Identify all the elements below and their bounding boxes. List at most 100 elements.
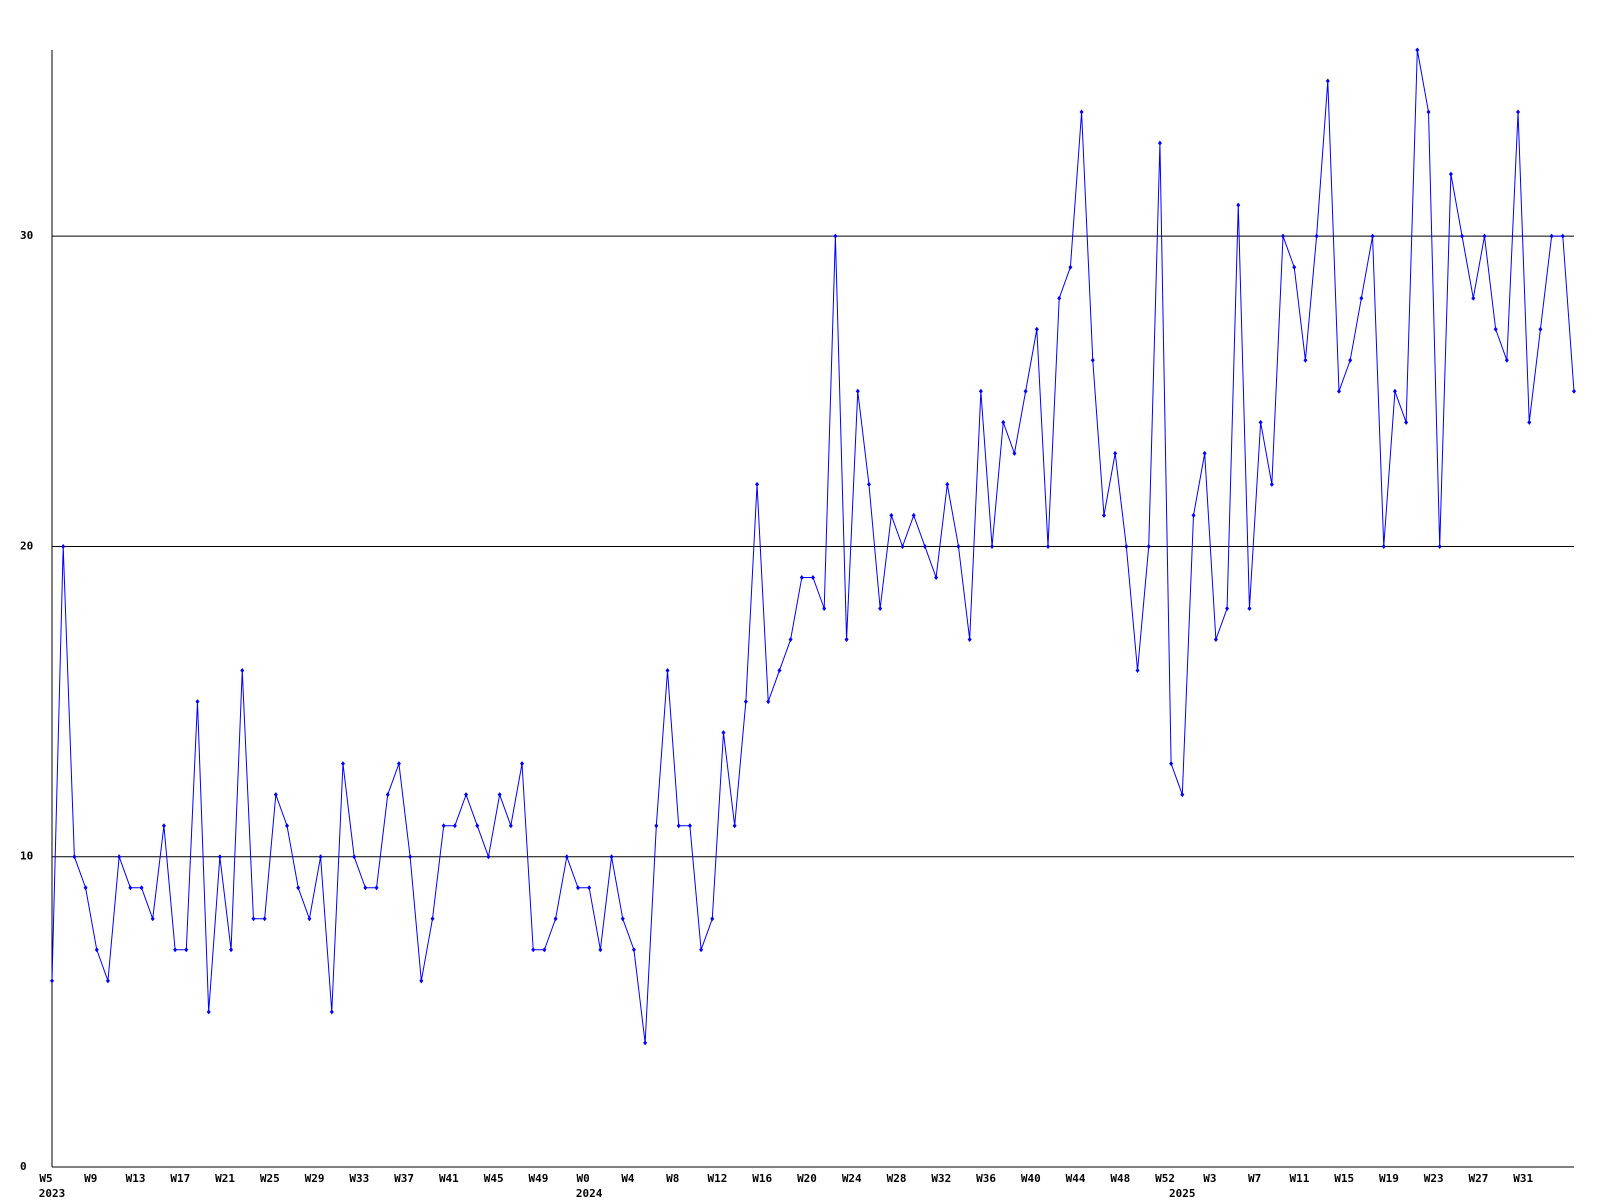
point-marker bbox=[822, 606, 827, 611]
point-marker bbox=[766, 699, 771, 705]
x-tick-label: W28 bbox=[887, 1172, 907, 1185]
point-marker bbox=[273, 792, 278, 798]
point-marker bbox=[967, 637, 972, 643]
x-tick-label: W31 bbox=[1513, 1172, 1533, 1185]
point-marker bbox=[195, 699, 200, 705]
x-tick-label: W21 bbox=[215, 1172, 235, 1185]
point-marker bbox=[217, 854, 222, 860]
x-tick-label: W7 bbox=[1248, 1172, 1261, 1185]
x-tick-label: W11 bbox=[1289, 1172, 1309, 1185]
point-marker bbox=[1392, 388, 1397, 394]
point-marker bbox=[799, 574, 804, 580]
point-marker bbox=[128, 885, 133, 891]
point-marker bbox=[1314, 233, 1319, 239]
point-marker bbox=[990, 543, 995, 549]
x-tick-label: W40 bbox=[1021, 1172, 1041, 1185]
point-marker bbox=[184, 947, 189, 953]
point-marker bbox=[1381, 543, 1386, 549]
point-marker bbox=[542, 947, 547, 953]
year-label: 2023 bbox=[39, 1187, 66, 1200]
y-tick-label: 30 bbox=[20, 229, 33, 242]
point-marker bbox=[833, 233, 838, 239]
point-marker bbox=[553, 916, 558, 922]
year-label: 2024 bbox=[576, 1187, 603, 1200]
point-marker bbox=[1180, 792, 1185, 798]
point-marker bbox=[1482, 233, 1487, 239]
point-marker bbox=[710, 916, 715, 922]
point-marker bbox=[1325, 78, 1330, 84]
point-marker bbox=[1527, 419, 1532, 425]
point-marker bbox=[1146, 543, 1151, 549]
point-marker bbox=[1460, 233, 1465, 239]
point-marker bbox=[262, 916, 267, 922]
x-tick-label: W29 bbox=[305, 1172, 325, 1185]
point-marker bbox=[1292, 264, 1297, 270]
point-marker bbox=[1269, 481, 1274, 487]
y-tick-label: 0 bbox=[20, 1160, 27, 1173]
point-marker bbox=[1034, 326, 1039, 332]
point-marker bbox=[732, 823, 737, 829]
x-tick-label: W36 bbox=[976, 1172, 996, 1185]
point-marker bbox=[139, 885, 144, 891]
point-marker bbox=[83, 885, 88, 891]
point-marker bbox=[777, 668, 782, 674]
point-marker bbox=[911, 512, 916, 518]
point-marker bbox=[1359, 295, 1364, 301]
point-marker bbox=[631, 947, 636, 953]
point-marker bbox=[396, 761, 401, 767]
point-marker bbox=[643, 1040, 648, 1046]
point-marker bbox=[385, 792, 390, 798]
point-marker bbox=[587, 885, 592, 891]
point-marker bbox=[1202, 450, 1207, 456]
point-marker bbox=[150, 916, 155, 922]
point-marker bbox=[1281, 233, 1286, 239]
point-marker bbox=[1191, 512, 1196, 518]
x-tick-label: W16 bbox=[752, 1172, 772, 1185]
point-marker bbox=[978, 388, 983, 394]
x-tick-label: W23 bbox=[1424, 1172, 1444, 1185]
x-tick-label: W27 bbox=[1469, 1172, 1489, 1185]
point-marker bbox=[486, 854, 491, 860]
y-tick-label: 10 bbox=[20, 850, 33, 863]
point-marker bbox=[1101, 512, 1106, 518]
point-marker bbox=[285, 823, 290, 829]
point-marker bbox=[340, 761, 345, 767]
point-marker bbox=[318, 854, 323, 860]
point-marker bbox=[1404, 419, 1409, 425]
point-marker bbox=[296, 885, 301, 891]
x-tick-label: W15 bbox=[1334, 1172, 1354, 1185]
point-marker bbox=[408, 854, 413, 860]
point-marker bbox=[844, 637, 849, 643]
x-tick-label: W24 bbox=[842, 1172, 862, 1185]
point-marker bbox=[945, 481, 950, 487]
point-marker bbox=[1001, 419, 1006, 425]
x-tick-label: W33 bbox=[349, 1172, 369, 1185]
point-marker bbox=[173, 947, 178, 953]
x-tick-label: W41 bbox=[439, 1172, 459, 1185]
point-marker bbox=[1012, 450, 1017, 456]
point-marker bbox=[1213, 637, 1218, 643]
point-marker bbox=[61, 543, 66, 549]
point-marker bbox=[1057, 295, 1062, 301]
x-tick-label: W48 bbox=[1110, 1172, 1130, 1185]
point-marker bbox=[922, 543, 927, 549]
x-tick-label: W25 bbox=[260, 1172, 280, 1185]
point-marker bbox=[1236, 202, 1241, 208]
point-marker bbox=[1504, 357, 1509, 363]
y-tick-label: 20 bbox=[20, 539, 33, 552]
point-marker bbox=[1090, 357, 1095, 363]
x-tick-label: W19 bbox=[1379, 1172, 1399, 1185]
point-marker bbox=[1023, 388, 1028, 394]
point-marker bbox=[878, 606, 883, 611]
x-tick-label: W32 bbox=[931, 1172, 951, 1185]
point-marker bbox=[811, 574, 815, 580]
point-marker bbox=[105, 978, 110, 984]
point-marker bbox=[699, 947, 704, 953]
point-marker bbox=[1348, 357, 1353, 363]
x-tick-label: W17 bbox=[170, 1172, 190, 1185]
point-marker bbox=[1247, 606, 1252, 611]
point-marker bbox=[161, 823, 166, 829]
point-marker bbox=[609, 854, 614, 860]
point-marker bbox=[1113, 450, 1118, 456]
point-marker bbox=[72, 854, 77, 860]
